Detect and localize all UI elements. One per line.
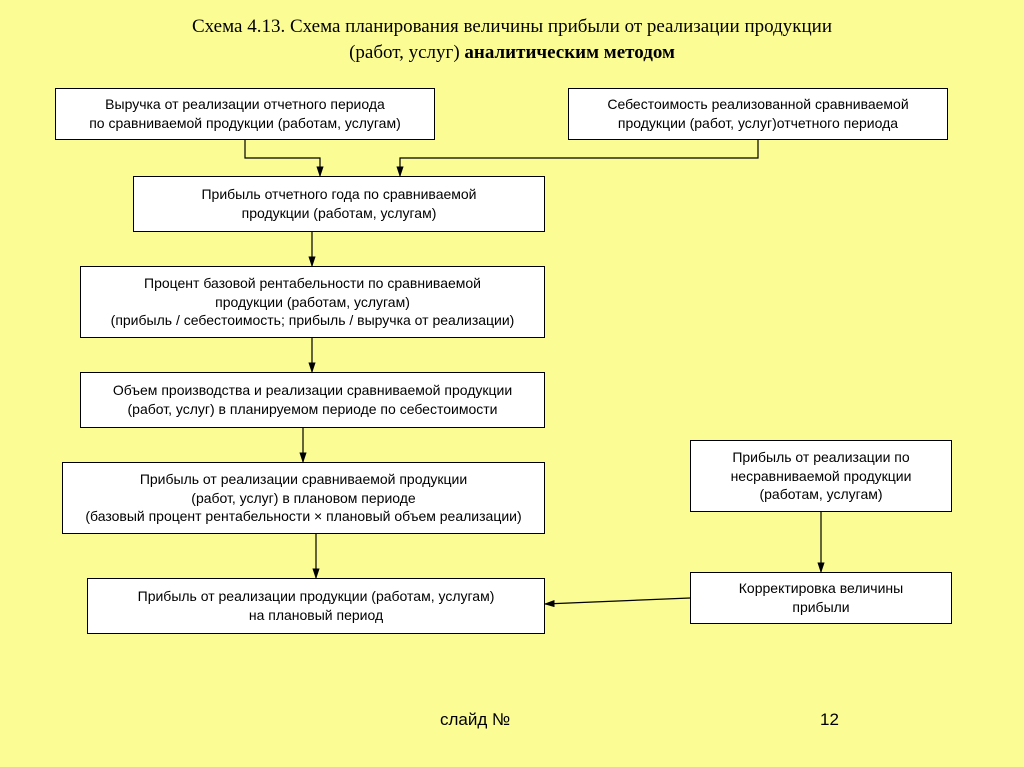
box-cost-reporting: Себестоимость реализованной сравниваемой… — [568, 88, 948, 140]
box-profit-noncomparable: Прибыль от реализации понесравниваемой п… — [690, 440, 952, 512]
box-profit-adjustment: Корректировка величиныприбыли — [690, 572, 952, 624]
title-line2-plain: (работ, услуг) — [349, 42, 464, 63]
footer-slide-label: слайд № — [440, 710, 510, 730]
diagram-title: Схема 4.13. Схема планирования величины … — [0, 0, 1024, 65]
box-production-volume: Объем производства и реализации сравнива… — [80, 372, 545, 428]
box-profit-final: Прибыль от реализации продукции (работам… — [87, 578, 545, 634]
box-base-profitability-percent: Процент базовой рентабельности по сравни… — [80, 266, 545, 338]
box-profit-reporting-year: Прибыль отчетного года по сравниваемойпр… — [133, 176, 545, 232]
footer-page-number: 12 — [820, 710, 839, 730]
box-revenue-reporting: Выручка от реализации отчетного периодап… — [55, 88, 435, 140]
title-line2-bold: аналитическим методом — [464, 42, 675, 63]
title-line1: Схема 4.13. Схема планирования величины … — [192, 16, 832, 37]
box-profit-planned-period: Прибыль от реализации сравниваемой проду… — [62, 462, 545, 534]
